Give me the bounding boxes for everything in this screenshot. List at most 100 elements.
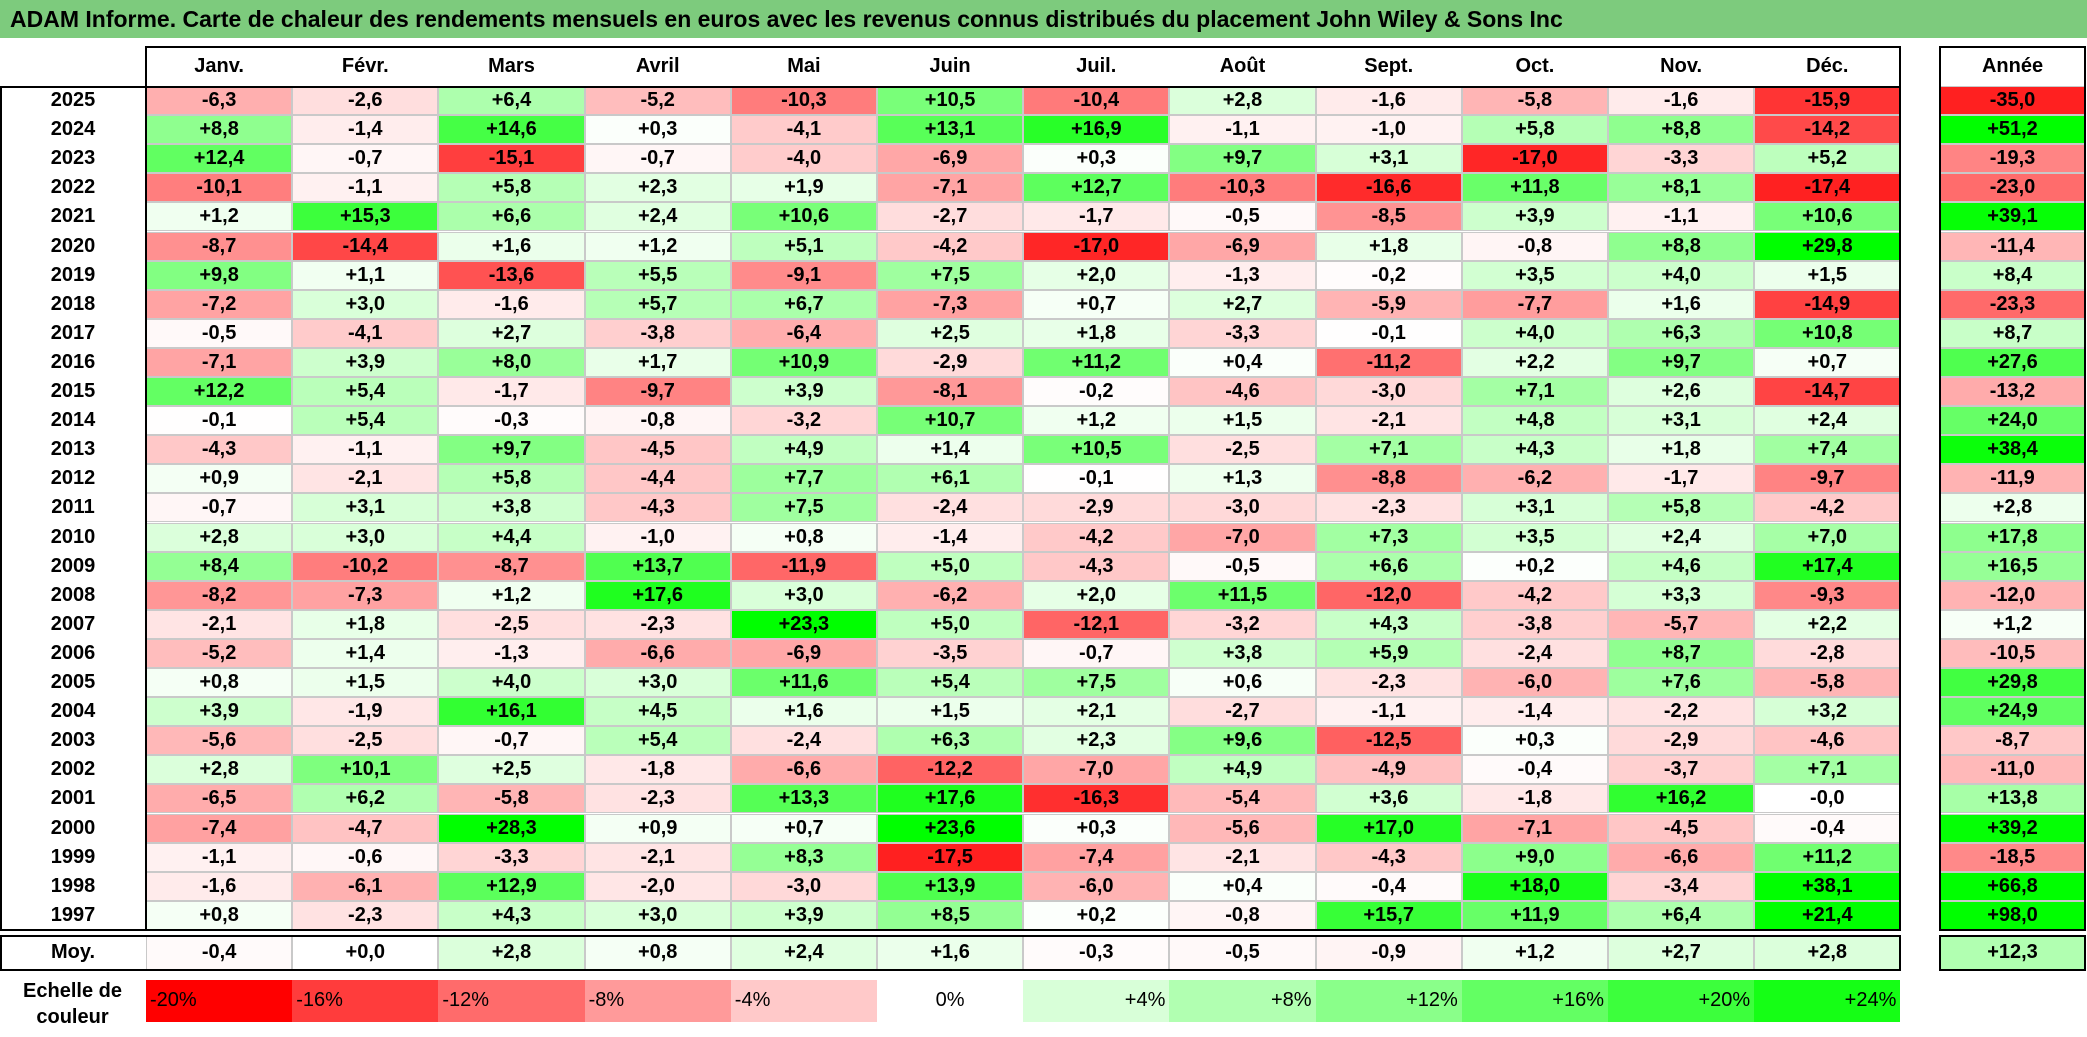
annual-cell: -23,3 (1940, 289, 2085, 319)
heatmap-cell: +28,3 (438, 813, 585, 843)
heatmap-cell: +1,6 (438, 231, 585, 261)
heatmap-cell: +12,2 (146, 377, 293, 407)
annual-cell: -18,5 (1940, 842, 2085, 872)
heatmap-cell: +2,5 (877, 318, 1024, 348)
heatmap-cell: +10,1 (292, 755, 439, 785)
heatmap-cell: +11,5 (1169, 580, 1316, 610)
heatmap-cell: +5,1 (730, 231, 877, 261)
legend-label: Echelle de couleur (0, 978, 145, 1030)
heatmap-cell: -1,1 (292, 173, 439, 203)
heatmap-cell: +2,4 (1754, 406, 1901, 436)
heatmap-cell: -1,8 (1461, 784, 1608, 814)
heatmap-cell: +17,6 (584, 580, 731, 610)
heatmap-cell: +3,0 (730, 580, 877, 610)
heatmap-cell: +0,2 (1461, 551, 1608, 581)
heatmap-cell: -0,4 (1754, 813, 1901, 843)
year-label: 2006 (50, 641, 96, 664)
heatmap-cell: +1,4 (292, 638, 439, 668)
heatmap-cell: +3,0 (584, 668, 731, 698)
heatmap-cell: +1,8 (1315, 231, 1462, 261)
heatmap-cell: +4,3 (1315, 609, 1462, 639)
heatmap-cell: +1,5 (877, 697, 1024, 727)
heatmap-cell: +2,6 (1608, 377, 1755, 407)
heatmap-cell: -2,1 (1169, 842, 1316, 872)
heatmap-cell: +3,1 (1315, 144, 1462, 174)
heatmap-cell: +18,0 (1461, 871, 1608, 901)
heatmap-cell: -1,8 (584, 755, 731, 785)
heatmap-cell: +3,1 (1608, 406, 1755, 436)
month-header: Sept. (1364, 54, 1414, 77)
year-label: 2007 (50, 612, 96, 635)
annual-cell: -12,0 (1940, 580, 2085, 610)
heatmap-cell: +1,5 (292, 668, 439, 698)
heatmap-cell: +11,8 (1461, 173, 1608, 203)
heatmap-cell: -0,3 (438, 406, 585, 436)
average-cell: +0,8 (584, 935, 731, 970)
heatmap-cell: +3,8 (1169, 638, 1316, 668)
heatmap-cell: +0,4 (1169, 871, 1316, 901)
year-label: 2014 (50, 409, 96, 432)
heatmap-cell: +2,7 (1169, 289, 1316, 319)
heatmap-cell: -6,4 (730, 318, 877, 348)
heatmap-cell: -5,8 (1461, 86, 1608, 116)
year-label: 2022 (50, 176, 96, 199)
heatmap-cell: -0,4 (1461, 755, 1608, 785)
heatmap-cell: +1,1 (292, 260, 439, 290)
heatmap-cell: -6,9 (877, 144, 1024, 174)
heatmap-cell: -1,1 (146, 842, 293, 872)
heatmap-cell: +5,5 (584, 260, 731, 290)
heatmap-cell: -2,5 (292, 726, 439, 756)
heatmap-cell: -10,3 (730, 86, 877, 116)
heatmap-cell: -0,7 (584, 144, 731, 174)
heatmap-cell: +12,4 (146, 144, 293, 174)
year-label: 2019 (50, 263, 96, 286)
heatmap-cell: -2,4 (730, 726, 877, 756)
heatmap-cell: +7,4 (1754, 435, 1901, 465)
year-label: 1998 (50, 874, 96, 897)
heatmap-cell: +8,8 (1608, 231, 1755, 261)
heatmap-cell: -1,3 (1169, 260, 1316, 290)
year-label: 1999 (50, 845, 96, 868)
legend-swatch: +8% (1169, 979, 1316, 1022)
heatmap-cell: -10,1 (146, 173, 293, 203)
average-label: Moy. (50, 941, 96, 964)
heatmap-cell: +5,7 (584, 289, 731, 319)
heatmap-cell: +9,6 (1169, 726, 1316, 756)
heatmap-cell: -7,2 (146, 289, 293, 319)
heatmap-cell: -2,3 (584, 609, 731, 639)
heatmap-cell: -4,3 (1023, 551, 1170, 581)
heatmap-cell: -1,9 (292, 697, 439, 727)
heatmap-cell: -10,3 (1169, 173, 1316, 203)
heatmap-cell: -6,0 (1023, 871, 1170, 901)
heatmap-cell: +10,5 (877, 86, 1024, 116)
heatmap-cell: +5,4 (584, 726, 731, 756)
heatmap-cell: +1,2 (146, 202, 293, 232)
heatmap-cell: -11,9 (730, 551, 877, 581)
heatmap-cell: -2,4 (877, 493, 1024, 523)
annual-cell: +29,8 (1940, 668, 2085, 698)
average-cell: +2,7 (1608, 935, 1755, 970)
heatmap-cell: +1,5 (1169, 406, 1316, 436)
heatmap-cell: -0,1 (1315, 318, 1462, 348)
heatmap-cell: +4,9 (730, 435, 877, 465)
heatmap-cell: +9,7 (438, 435, 585, 465)
year-label: 2001 (50, 787, 96, 810)
heatmap-cell: +4,3 (1461, 435, 1608, 465)
heatmap-cell: -5,4 (1169, 784, 1316, 814)
heatmap-cell: +0,2 (1023, 900, 1170, 930)
heatmap-cell: -4,2 (1023, 522, 1170, 552)
heatmap-cell: -8,1 (877, 377, 1024, 407)
heatmap-cell: -1,4 (877, 522, 1024, 552)
heatmap-cell: -10,2 (292, 551, 439, 581)
heatmap-cell: +4,9 (1169, 755, 1316, 785)
heatmap-cell: +0,7 (1023, 289, 1170, 319)
average-cell: -0,5 (1169, 935, 1316, 970)
heatmap-cell: +1,8 (1023, 318, 1170, 348)
heatmap-cell: -0,5 (1169, 202, 1316, 232)
heatmap-cell: +0,8 (730, 522, 877, 552)
heatmap-cell: -14,7 (1754, 377, 1901, 407)
heatmap-cell: -2,1 (1315, 406, 1462, 436)
heatmap-cell: -4,1 (730, 115, 877, 145)
year-label: 2018 (50, 292, 96, 315)
legend-swatch: +24% (1754, 979, 1901, 1022)
